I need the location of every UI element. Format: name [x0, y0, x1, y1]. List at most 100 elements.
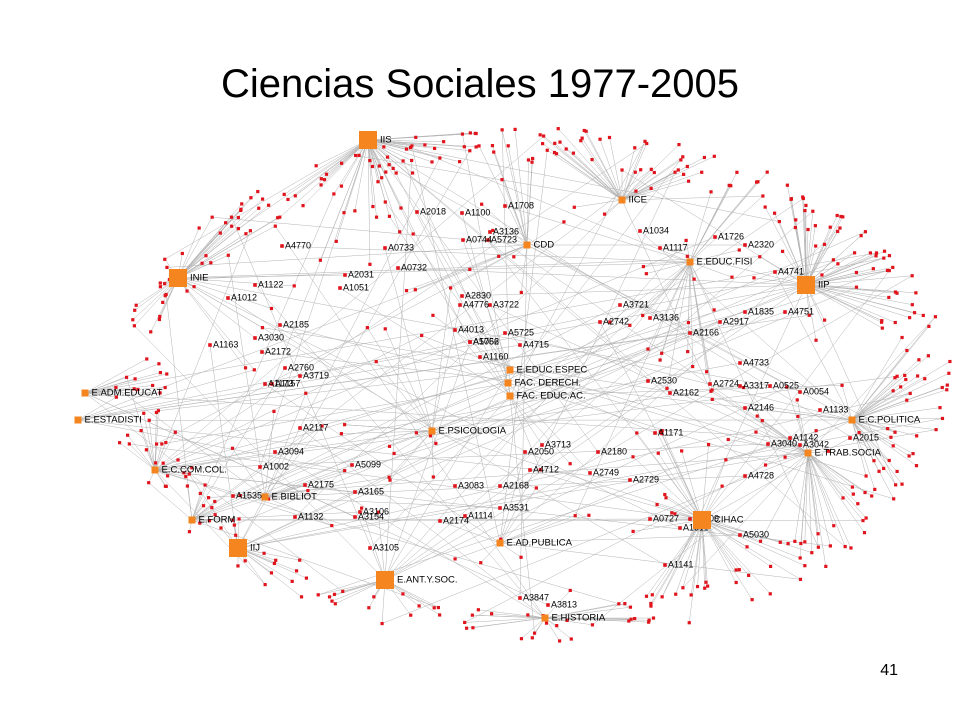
edge: [755, 431, 809, 454]
node-dot: [832, 524, 836, 528]
node-dot: [741, 385, 746, 390]
edge: [851, 378, 925, 421]
edge: [431, 304, 461, 432]
edge: [701, 437, 851, 521]
node-dot: [682, 172, 686, 176]
edge: [164, 139, 369, 260]
node-dot: [786, 542, 790, 546]
node-dot: [436, 605, 440, 610]
node-dot: [712, 154, 716, 158]
node-dot: [915, 434, 919, 438]
edge: [287, 139, 369, 200]
edge: [355, 155, 623, 201]
edge: [658, 453, 703, 521]
edge: [632, 456, 703, 521]
edge: [237, 547, 297, 572]
node-label: A1051: [343, 282, 369, 292]
node-dot: [182, 471, 186, 475]
node-dot: [343, 469, 347, 473]
node-dot: [164, 292, 168, 297]
node-label: A2724: [713, 378, 739, 388]
node-dot: [231, 494, 235, 498]
edge: [264, 484, 306, 498]
node-dot: [236, 227, 240, 231]
node-dot: [646, 347, 650, 351]
node-dot: [706, 584, 710, 588]
edge: [509, 270, 888, 397]
edge: [621, 169, 652, 201]
node-dot: [750, 598, 754, 602]
edge: [367, 327, 433, 432]
edge: [701, 444, 709, 521]
hub-node: [376, 571, 394, 589]
node-dot: [206, 496, 211, 500]
node-dot: [256, 189, 260, 194]
node-dot: [688, 331, 692, 335]
node-dot: [927, 324, 931, 328]
node-dot: [158, 391, 162, 395]
hub-node: [496, 539, 504, 547]
edge: [547, 150, 623, 201]
node-label: A3083: [458, 480, 484, 490]
node-dot: [293, 515, 297, 519]
edge: [851, 419, 892, 438]
node-dot: [532, 631, 537, 635]
edge: [154, 469, 266, 585]
node-dot: [758, 539, 763, 543]
node-label: A3317: [743, 380, 769, 390]
edge: [805, 267, 893, 286]
node-dot: [831, 258, 836, 262]
node-dot: [768, 384, 772, 388]
node-dot: [319, 177, 323, 181]
node-dot: [398, 230, 402, 234]
node-dot: [590, 157, 594, 162]
node-dot: [738, 533, 742, 537]
node-dot: [470, 613, 474, 617]
node-dot: [824, 564, 828, 568]
node-label: A2117: [303, 422, 328, 432]
edge: [851, 389, 947, 421]
node-dot: [863, 230, 868, 234]
edge: [805, 270, 890, 286]
node-dot: [512, 255, 516, 259]
edge: [690, 519, 703, 595]
node-dot: [468, 149, 472, 153]
node-dot: [811, 209, 815, 213]
node-label: A2830: [465, 290, 491, 300]
edge: [688, 519, 703, 623]
node-dot: [142, 411, 146, 415]
node-dot: [474, 145, 478, 149]
node-dot: [249, 196, 253, 200]
node-dot: [758, 255, 762, 259]
node-dot: [282, 192, 286, 196]
node-dot: [157, 362, 161, 366]
node-label: A3094: [278, 446, 304, 456]
node-dot: [706, 442, 711, 447]
node-dot: [283, 366, 287, 370]
node-dot: [789, 197, 793, 201]
edge: [344, 424, 433, 432]
node-dot: [596, 450, 600, 454]
node-dot: [798, 390, 802, 394]
node-dot: [868, 251, 873, 255]
node-dot: [278, 323, 282, 327]
edge: [367, 139, 433, 163]
edge: [504, 205, 691, 263]
node-label: A5099: [355, 459, 381, 469]
node-label: A3105: [373, 542, 399, 552]
node-dot: [691, 364, 695, 369]
node-dot: [720, 484, 724, 488]
node-dot: [678, 526, 682, 530]
node-dot: [887, 269, 891, 273]
edge: [416, 211, 511, 371]
node-label: A3721: [623, 299, 649, 309]
edge: [591, 159, 623, 201]
node-dot: [240, 202, 244, 206]
node-dot: [431, 313, 435, 317]
node-dot: [201, 504, 206, 508]
hub-label: CIHAC: [714, 515, 744, 526]
edge: [621, 172, 702, 201]
node-dot: [239, 207, 243, 211]
node-dot: [854, 285, 859, 289]
edge: [191, 193, 335, 521]
